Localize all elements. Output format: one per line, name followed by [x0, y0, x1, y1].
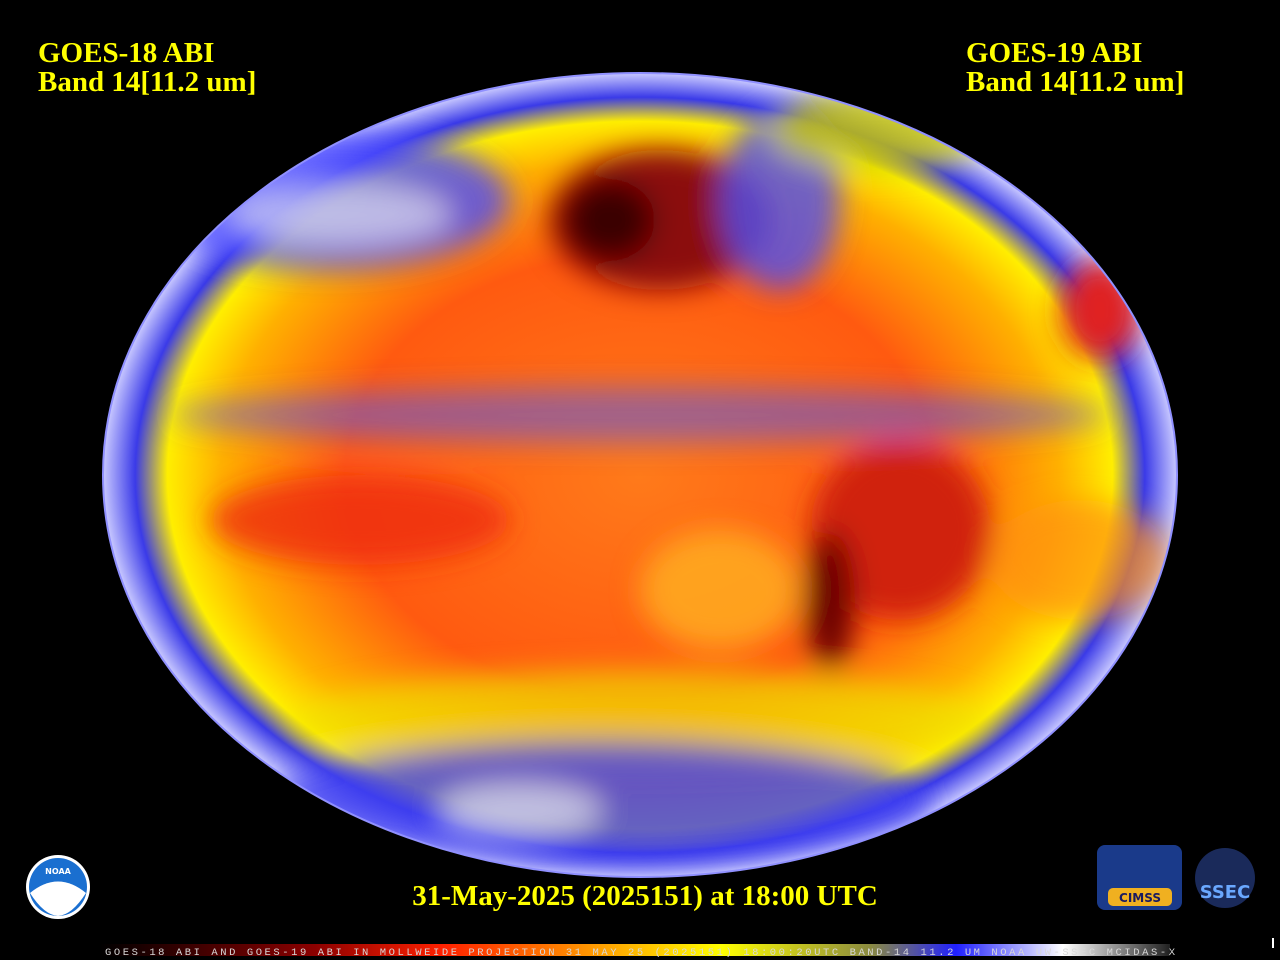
disk-rim [102, 72, 1178, 878]
left-band: Band 14[11.2 um] [38, 66, 256, 98]
ssec-logo: SSEC [1195, 848, 1255, 908]
right-satellite: GOES-19 ABI [966, 37, 1142, 69]
earth-disk [103, 73, 1177, 877]
footer-caption: GOES-18 ABI AND GOES-19 ABI IN MOLLWEIDE… [105, 947, 1176, 959]
cimss-text: CIMSS [1119, 891, 1161, 905]
noaa-logo: NOAA [26, 855, 90, 919]
noaa-text: NOAA [45, 867, 71, 876]
color-bar [100, 944, 1170, 956]
cimss-logo: CIMSS [1097, 845, 1182, 910]
ssec-text: SSEC [1200, 882, 1251, 903]
corner-mark [1272, 938, 1274, 948]
right-band: Band 14[11.2 um] [966, 66, 1184, 98]
left-satellite: GOES-18 ABI [38, 37, 214, 69]
timestamp: 31-May-2025 (2025151) at 18:00 UTC [412, 880, 878, 912]
